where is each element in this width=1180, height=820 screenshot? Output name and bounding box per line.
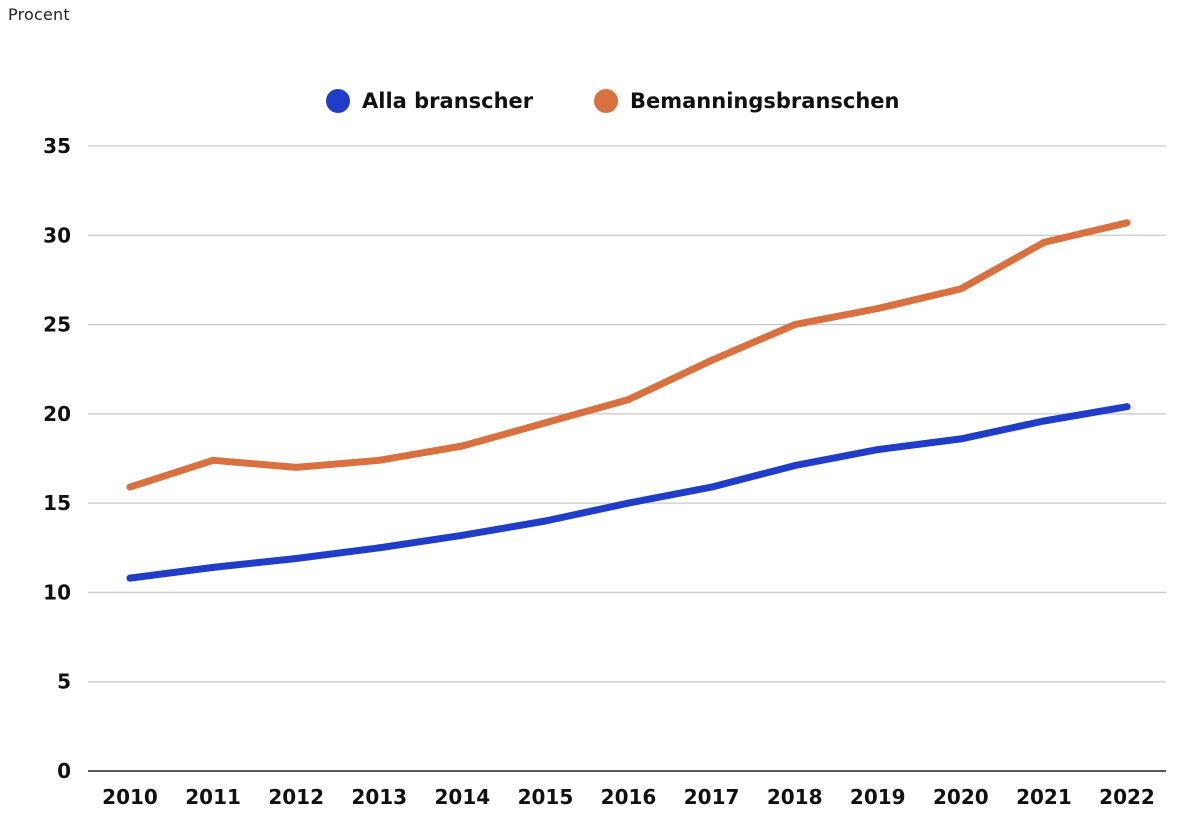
- data-point: [874, 446, 882, 454]
- data-point: [708, 356, 716, 364]
- data-point: [1123, 219, 1131, 227]
- x-tick-label: 2012: [268, 785, 324, 809]
- data-point: [1040, 238, 1048, 246]
- data-point: [375, 456, 383, 464]
- x-tick-label: 2010: [102, 785, 158, 809]
- data-point: [292, 555, 300, 562]
- y-tick-label: 30: [43, 223, 71, 247]
- data-point: [1040, 417, 1048, 425]
- x-axis-ticks: 2010 2011 2012 2013 2014 2015 2016 2017 2018 2019…: [102, 785, 1155, 809]
- legend: Alla branscher Bemanningsbranschen: [326, 89, 899, 113]
- y-tick-label: 0: [57, 759, 71, 783]
- x-tick-label: 2014: [434, 785, 490, 809]
- legend-label: Bemanningsbranschen: [630, 89, 899, 113]
- x-tick-label: 2011: [185, 785, 241, 809]
- data-point: [292, 463, 300, 471]
- legend-marker: [594, 89, 618, 113]
- y-tick-label: 5: [57, 670, 71, 694]
- grid-lines: [88, 145, 1166, 772]
- x-tick-label: 2017: [684, 785, 740, 809]
- data-point: [957, 435, 965, 443]
- data-point: [541, 419, 549, 427]
- data-point: [708, 483, 716, 491]
- series-line-bemanningsbranschen: [126, 219, 1131, 491]
- x-tick-label: 2021: [1016, 785, 1072, 809]
- data-point: [791, 462, 799, 470]
- data-point: [1123, 403, 1131, 411]
- data-point: [625, 499, 632, 507]
- series-lines: [126, 219, 1131, 582]
- x-tick-label: 2018: [767, 785, 823, 809]
- series-line-alla-branscher: [126, 403, 1131, 582]
- data-point: [791, 321, 799, 329]
- data-point: [874, 305, 882, 312]
- y-axis-ticks: 0 5 10 15 20 25 30 35: [43, 134, 71, 783]
- data-point: [458, 531, 466, 539]
- legend-label: Alla branscher: [362, 89, 534, 113]
- y-tick-label: 35: [43, 134, 71, 158]
- data-point: [541, 517, 549, 525]
- data-point: [209, 563, 217, 571]
- data-point: [126, 574, 134, 582]
- y-axis-unit-label: Procent: [8, 5, 70, 24]
- legend-marker: [326, 89, 350, 113]
- y-tick-label: 15: [43, 491, 71, 515]
- data-point: [625, 396, 632, 404]
- y-tick-label: 10: [43, 580, 71, 604]
- x-tick-label: 2019: [850, 785, 906, 809]
- x-tick-label: 2015: [518, 785, 574, 809]
- data-point: [126, 483, 134, 491]
- data-point: [957, 285, 965, 293]
- data-point: [209, 456, 217, 464]
- x-tick-label: 2013: [351, 785, 407, 809]
- data-point: [458, 442, 466, 450]
- y-tick-label: 20: [43, 402, 71, 426]
- y-tick-label: 25: [43, 313, 71, 337]
- x-tick-label: 2016: [601, 785, 657, 809]
- x-tick-label: 2022: [1099, 785, 1155, 809]
- data-point: [375, 544, 383, 552]
- x-tick-label: 2020: [933, 785, 989, 809]
